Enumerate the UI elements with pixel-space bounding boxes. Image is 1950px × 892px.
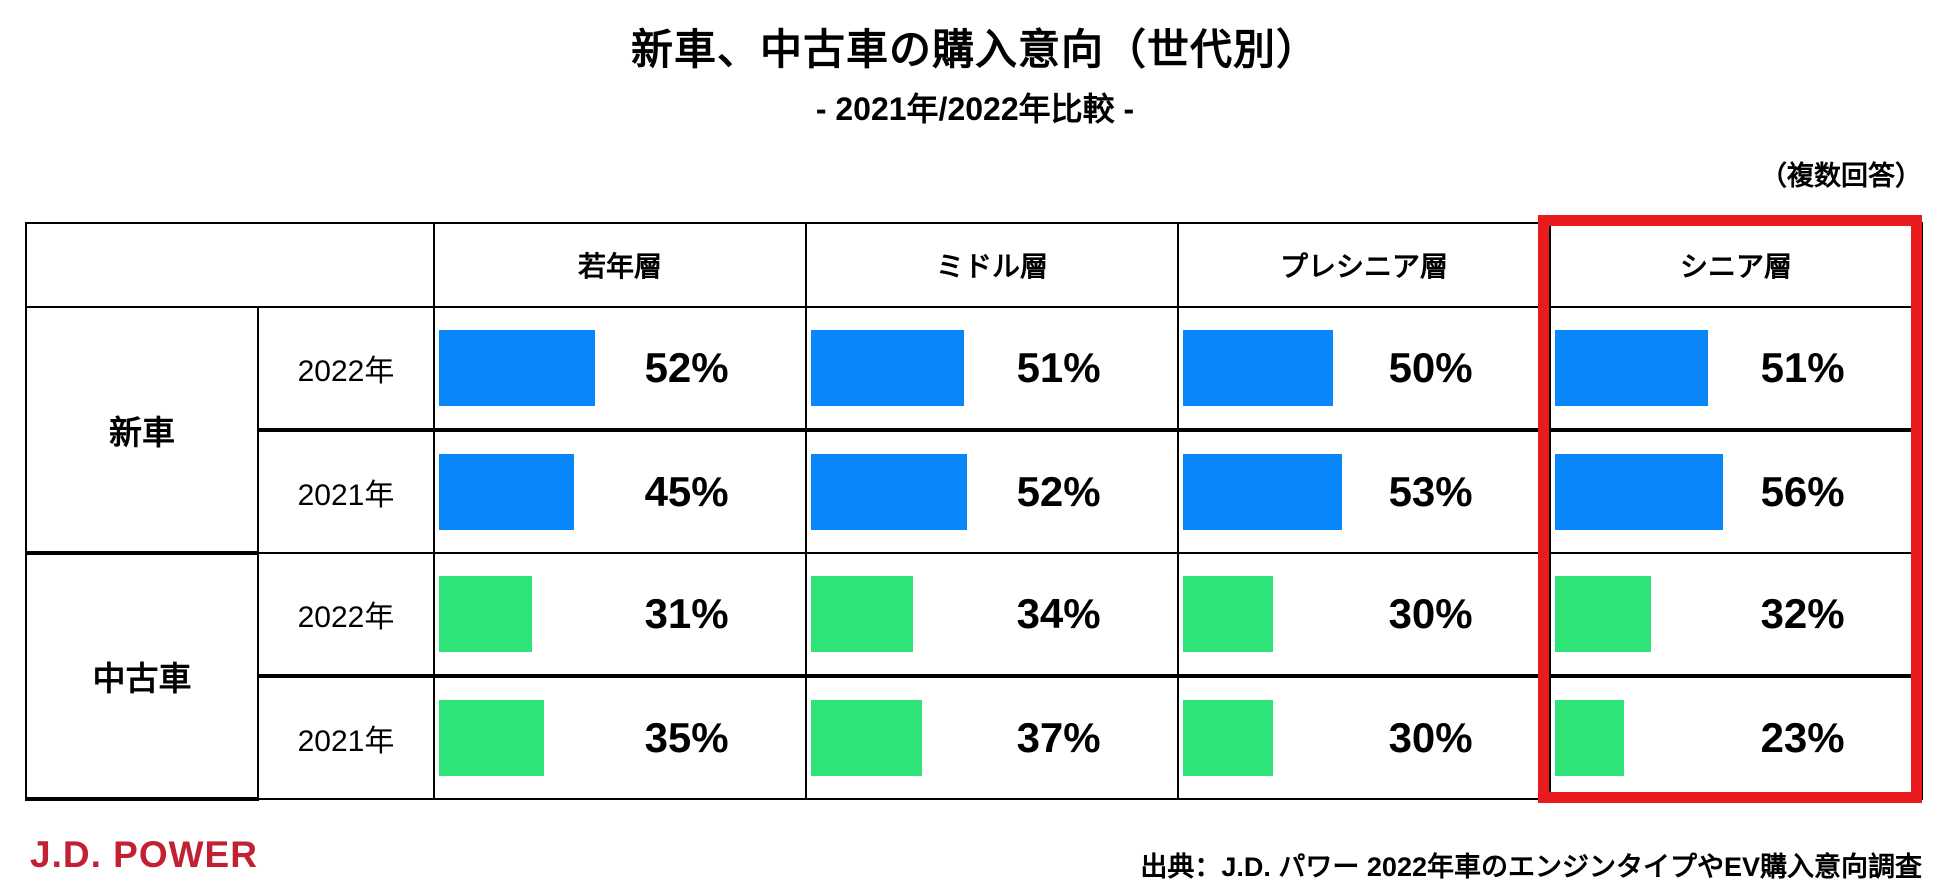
- value-newcar-2022-middle: 51%: [1016, 344, 1101, 391]
- value-usedcar-2022-middle: 34%: [1016, 590, 1101, 637]
- header-empty-cell: [25, 222, 435, 308]
- comparison-table: 若年層 ミドル層 プレシニア層 シニア層 新車 2022年 52% 51% 50…: [25, 222, 1923, 801]
- value-newcar-2021-middle: 52%: [1016, 468, 1101, 515]
- cell-newcar-2021-presenior: 53%: [1177, 429, 1551, 554]
- bar-usedcar-2022-senior: [1555, 576, 1651, 652]
- cell-newcar-2021-middle: 52%: [805, 429, 1179, 554]
- cell-newcar-2021-senior: 56%: [1549, 429, 1923, 554]
- value-usedcar-2021-presenior: 30%: [1388, 714, 1473, 761]
- cell-usedcar-2021-young: 35%: [433, 675, 807, 800]
- bar-newcar-2022-young: [439, 330, 595, 406]
- jdpower-logo: J.D. POWER: [30, 834, 258, 875]
- bar-newcar-2021-senior: [1555, 454, 1723, 530]
- value-usedcar-2022-presenior: 30%: [1388, 590, 1473, 637]
- cell-usedcar-2022-presenior: 30%: [1177, 552, 1551, 678]
- multiple-answers-note: （複数回答）: [1760, 161, 1922, 191]
- value-usedcar-2021-senior: 23%: [1760, 714, 1845, 761]
- header-row: 若年層 ミドル層 プレシニア層 シニア層: [25, 222, 1923, 308]
- cell-usedcar-2021-presenior: 30%: [1177, 675, 1551, 800]
- page-title: 新車、中古車の購入意向（世代別）: [630, 26, 1319, 73]
- header-young: 若年層: [433, 222, 807, 308]
- cell-usedcar-2022-senior: 32%: [1549, 552, 1923, 678]
- value-usedcar-2021-middle: 37%: [1016, 714, 1101, 761]
- row-usedcar-2021: 2021年 35% 37% 30% 23%: [26, 675, 1923, 800]
- cell-newcar-2022-senior: 51%: [1549, 306, 1923, 432]
- cell-newcar-2021-young: 45%: [433, 429, 807, 554]
- row-newcar-2021: 2021年 45% 52% 53% 56%: [26, 429, 1923, 554]
- year-label-2021-used: 2021年: [257, 675, 435, 800]
- source-attribution: 出典：J.D. パワー 2022年車のエンジンタイプやEV購入意向調査: [1140, 852, 1922, 882]
- value-usedcar-2022-young: 31%: [644, 590, 729, 637]
- header-presenior: プレシニア層: [1177, 222, 1551, 308]
- bar-newcar-2021-presenior: [1183, 454, 1342, 530]
- value-usedcar-2021-young: 35%: [644, 714, 729, 761]
- cell-usedcar-2022-young: 31%: [433, 552, 807, 678]
- bar-usedcar-2022-presenior: [1183, 576, 1273, 652]
- year-label-2021: 2021年: [257, 429, 435, 554]
- year-label-2022-used: 2022年: [257, 552, 435, 678]
- bar-usedcar-2021-middle: [811, 700, 922, 776]
- bar-newcar-2021-young: [439, 454, 574, 530]
- value-newcar-2021-presenior: 53%: [1388, 468, 1473, 515]
- bar-newcar-2021-middle: [811, 454, 967, 530]
- bar-usedcar-2022-young: [439, 576, 532, 652]
- bar-usedcar-2021-senior: [1555, 700, 1624, 776]
- bar-usedcar-2021-young: [439, 700, 544, 776]
- header-middle: ミドル層: [805, 222, 1179, 308]
- page-subtitle: - 2021年/2022年比較 -: [815, 91, 1135, 127]
- bar-newcar-2022-middle: [811, 330, 964, 406]
- bar-newcar-2022-senior: [1555, 330, 1708, 406]
- value-newcar-2021-young: 45%: [644, 468, 729, 515]
- year-label-2022: 2022年: [257, 306, 435, 432]
- cell-usedcar-2021-middle: 37%: [805, 675, 1179, 800]
- cell-usedcar-2021-senior: 23%: [1549, 675, 1923, 800]
- cell-newcar-2022-young: 52%: [433, 306, 807, 432]
- value-newcar-2022-young: 52%: [644, 344, 729, 391]
- bar-newcar-2022-presenior: [1183, 330, 1333, 406]
- category-newcar: 新車: [25, 306, 259, 555]
- category-usedcar: 中古車: [25, 552, 259, 801]
- value-newcar-2021-senior: 56%: [1760, 468, 1845, 515]
- bar-usedcar-2022-middle: [811, 576, 913, 652]
- value-newcar-2022-senior: 51%: [1760, 344, 1845, 391]
- value-newcar-2022-presenior: 50%: [1388, 344, 1473, 391]
- cell-newcar-2022-middle: 51%: [805, 306, 1179, 432]
- cell-usedcar-2022-middle: 34%: [805, 552, 1179, 678]
- cell-newcar-2022-presenior: 50%: [1177, 306, 1551, 432]
- header-senior: シニア層: [1549, 222, 1923, 308]
- row-newcar-2022: 新車 2022年 52% 51% 50% 51%: [25, 306, 1923, 555]
- bar-usedcar-2021-presenior: [1183, 700, 1273, 776]
- value-usedcar-2022-senior: 32%: [1760, 590, 1845, 637]
- row-usedcar-2022: 中古車 2022年 31% 34% 30% 32%: [25, 552, 1923, 801]
